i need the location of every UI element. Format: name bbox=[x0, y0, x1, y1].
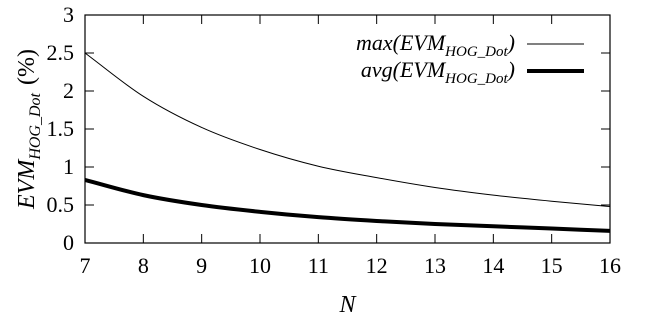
y-tick-label: 2 bbox=[63, 78, 74, 103]
x-tick-label: 13 bbox=[424, 253, 446, 278]
legend: max(EVMHOG_Dot) avg(EVMHOG_Dot) bbox=[356, 30, 584, 87]
x-tick-label: 15 bbox=[541, 253, 563, 278]
x-tick-label: 16 bbox=[599, 253, 621, 278]
legend-label-avg: avg(EVMHOG_Dot) bbox=[361, 57, 515, 87]
x-tick-label: 11 bbox=[308, 253, 329, 278]
y-tick-label: 2.5 bbox=[47, 40, 75, 65]
x-tick-label: 14 bbox=[482, 253, 504, 278]
y-tick-label: 0 bbox=[63, 230, 74, 255]
plot-frame bbox=[84, 14, 611, 244]
x-tick-label: 8 bbox=[138, 253, 149, 278]
y-tick-label: 0.5 bbox=[47, 192, 75, 217]
series-line-avg bbox=[84, 177, 611, 233]
x-tick-label: 10 bbox=[249, 253, 271, 278]
x-axis-ticks: 7 8 9 10 11 12 13 14 15 16 bbox=[80, 15, 621, 278]
x-tick-label: 7 bbox=[80, 253, 91, 278]
y-tick-label: 1 bbox=[63, 154, 74, 179]
plot-series bbox=[84, 52, 611, 233]
y-tick-label: 3 bbox=[63, 2, 74, 27]
y-tick-label: 1.5 bbox=[47, 116, 75, 141]
legend-label-max: max(EVMHOG_Dot) bbox=[356, 30, 515, 60]
x-axis-label: N bbox=[338, 292, 357, 318]
x-tick-label: 9 bbox=[196, 253, 207, 278]
y-axis-label: EVMHOG_Dot(%) bbox=[14, 49, 44, 210]
x-tick-label: 12 bbox=[366, 253, 388, 278]
series-line-max bbox=[84, 52, 611, 208]
